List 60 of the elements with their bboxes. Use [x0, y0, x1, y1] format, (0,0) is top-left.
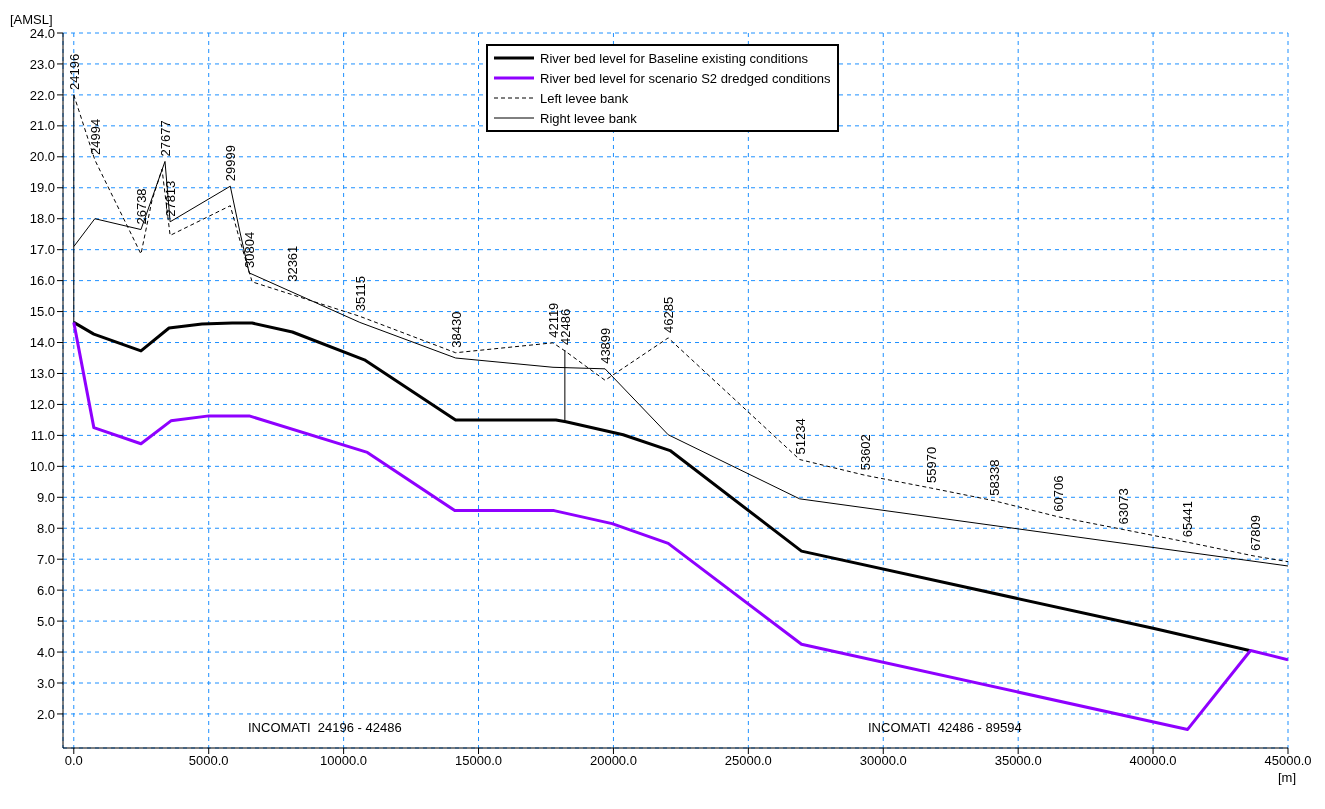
y-tick-label: 20.0: [29, 149, 55, 165]
y-tick-label: 21.0: [29, 118, 55, 134]
annotation: 29999: [223, 145, 239, 182]
x-tick-label: 45000.0: [1264, 753, 1312, 769]
y-tick-label: 2.0: [36, 706, 55, 722]
annotation: 24994: [87, 118, 103, 155]
y-tick-label: 12.0: [29, 397, 55, 413]
annotation: 65441: [1180, 501, 1196, 538]
annotation: 58338: [986, 459, 1002, 496]
x-tick-label: 30000.0: [859, 753, 907, 769]
y-tick-label: 14.0: [29, 335, 55, 351]
y-tick-label: 22.0: [29, 87, 55, 103]
annotation: 63073: [1116, 488, 1132, 525]
y-tick-label: 19.0: [29, 180, 55, 196]
y-tick-label: 18.0: [29, 211, 55, 227]
x-tick-label: 0.0: [64, 753, 83, 769]
annotation: 51234: [792, 418, 808, 455]
legend-label: Left levee bank: [540, 90, 629, 106]
x-tick-label: 15000.0: [455, 753, 503, 769]
annotation: 53602: [858, 434, 874, 471]
x-tick-label: 25000.0: [724, 753, 772, 769]
annotation: 55970: [923, 446, 939, 483]
annotation: INCOMATI 42486 - 89594: [868, 720, 1022, 735]
y-tick-label: 15.0: [29, 304, 55, 320]
annotation: 46285: [661, 296, 677, 333]
annotation: 38430: [448, 311, 464, 348]
annotation: 67809: [1247, 514, 1263, 552]
y-tick-label: 3.0: [36, 675, 55, 691]
legend-label: River bed level for scenario S2 dredged conditions: [540, 70, 831, 86]
y-tick-label: 9.0: [36, 489, 55, 505]
annotation: 43899: [598, 327, 614, 364]
legend-label: River bed level for Baseline existing conditions: [540, 50, 809, 66]
x-tick-label: 10000.0: [320, 753, 368, 769]
annotation: INCOMATI 24196 - 42486: [248, 720, 402, 735]
annotation: 60706: [1051, 475, 1067, 512]
annotation: 27813: [163, 180, 179, 217]
annotation: 27677: [157, 120, 173, 157]
y-tick-label: 8.0: [36, 520, 55, 536]
annotation: 24196: [66, 53, 82, 90]
legend-label: Right levee bank: [540, 110, 637, 126]
y-tick-label: 23.0: [29, 56, 55, 72]
y-tick-label: 16.0: [29, 273, 55, 289]
y-axis-title: [AMSL]: [10, 12, 53, 27]
y-tick-label: 13.0: [29, 366, 55, 382]
y-tick-label: 17.0: [29, 242, 55, 258]
annotation: 32361: [285, 245, 301, 282]
annotation: 26738: [133, 188, 149, 225]
annotation: 35115: [352, 276, 368, 312]
y-tick-label: 6.0: [36, 582, 55, 598]
x-axis-title: [m]: [1277, 770, 1296, 785]
y-tick-label: 10.0: [29, 458, 55, 474]
y-tick-label: 7.0: [36, 551, 55, 567]
y-tick-label: 11.0: [30, 428, 55, 443]
x-tick-label: 5000.0: [188, 753, 229, 769]
x-tick-label: 40000.0: [1129, 753, 1177, 769]
y-tick-label: 4.0: [36, 644, 55, 660]
x-tick-label: 35000.0: [994, 753, 1042, 769]
annotation: 30804: [242, 231, 258, 268]
x-tick-label: 20000.0: [589, 753, 637, 769]
y-tick-label: 5.0: [36, 613, 55, 629]
